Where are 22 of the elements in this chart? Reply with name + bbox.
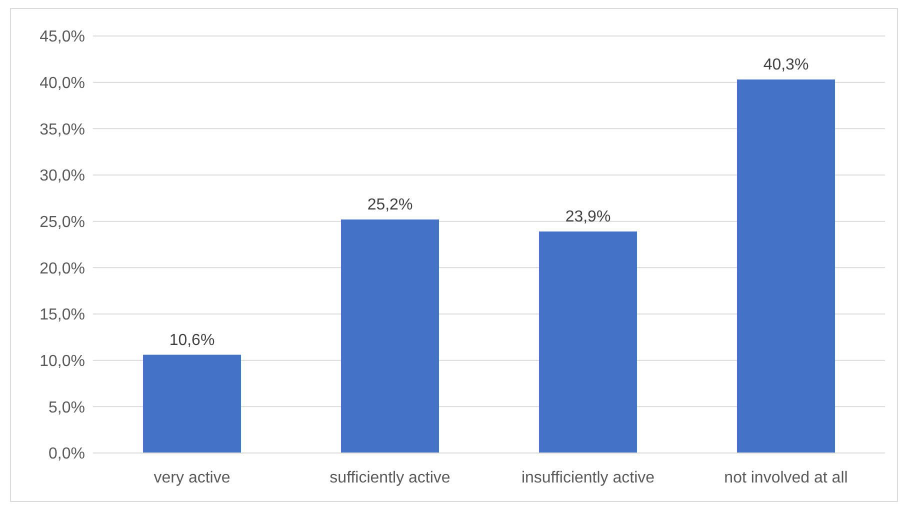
x-tick-label: very active bbox=[154, 469, 230, 486]
y-tick-label: 30,0% bbox=[40, 168, 85, 185]
x-tick-label: insufficiently active bbox=[521, 469, 655, 486]
y-tick-label: 0,0% bbox=[48, 446, 85, 463]
data-label: 40,3% bbox=[763, 56, 809, 74]
x-tick-label: sufficiently active bbox=[330, 469, 450, 486]
data-label: 25,2% bbox=[367, 196, 413, 214]
y-tick-label: 15,0% bbox=[40, 306, 85, 324]
y-tick-label: 20,0% bbox=[40, 260, 85, 278]
bar bbox=[737, 80, 835, 453]
y-tick-label: 10,0% bbox=[40, 353, 85, 370]
bar bbox=[143, 354, 241, 453]
y-tick-label: 45,0% bbox=[40, 28, 85, 46]
y-tick-label: 25,0% bbox=[40, 214, 85, 232]
y-tick-label: 5,0% bbox=[48, 399, 85, 416]
data-label: 10,6% bbox=[169, 332, 215, 349]
bar bbox=[341, 219, 439, 453]
bar bbox=[539, 232, 637, 453]
x-tick-label: not involved at all bbox=[724, 469, 848, 486]
y-tick-label: 40,0% bbox=[40, 75, 85, 92]
data-label: 23,9% bbox=[565, 208, 611, 226]
y-tick-label: 35,0% bbox=[40, 121, 85, 138]
